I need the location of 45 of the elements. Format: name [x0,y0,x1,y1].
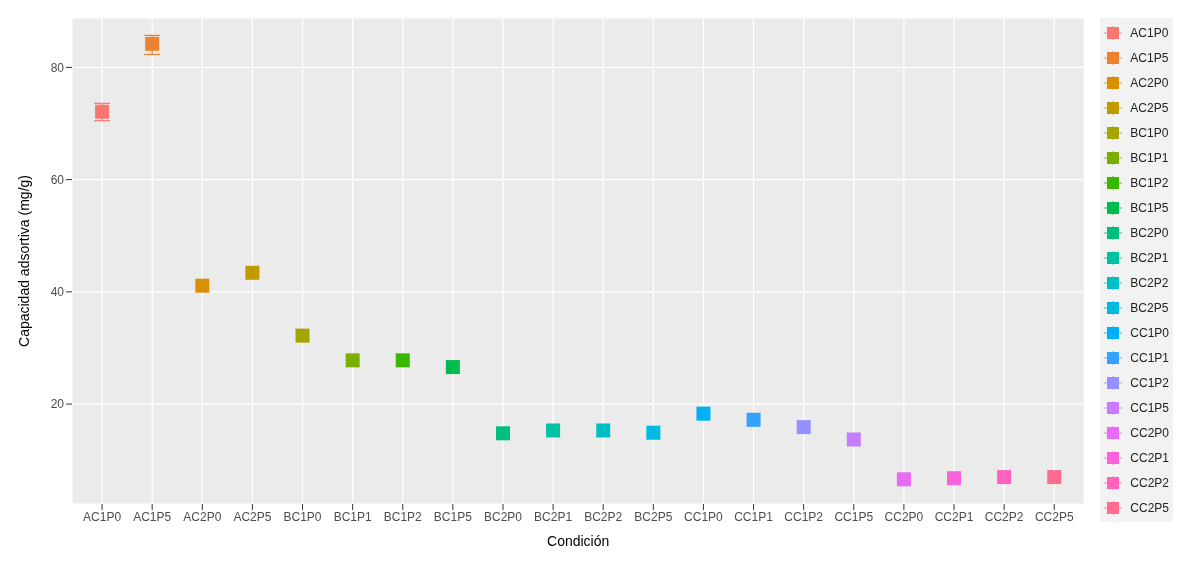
legend-label: BC2P1 [1130,250,1169,265]
x-tick-label: CC2P2 [984,509,1024,524]
x-tick-label: AC2P5 [233,509,272,524]
x-tick-label: CC1P5 [834,509,874,524]
legend-label: AC2P0 [1130,75,1169,90]
x-tick-label: BC1P1 [333,509,372,524]
x-tick-label: BC2P2 [584,509,623,524]
legend-label: CC1P5 [1130,400,1169,415]
legend-label: BC2P5 [1130,300,1169,315]
y-tick-label: 20 [50,397,65,412]
legend-label: CC2P1 [1130,450,1169,465]
x-axis-title: Condición [547,533,610,549]
legend-label: AC1P0 [1130,25,1169,40]
x-tick-label: BC1P0 [283,509,322,524]
legend-label: AC1P5 [1130,50,1169,65]
x-tick-label: BC1P2 [383,509,423,524]
legend-label: AC2P5 [1130,100,1169,115]
x-tick-label: CC2P1 [934,509,974,524]
legend-label: BC2P0 [1130,225,1169,240]
legend-label: CC1P0 [1130,325,1169,340]
y-tick-label: 80 [50,60,65,75]
x-tick-label: BC2P5 [634,509,673,524]
x-tick-label: AC1P5 [133,509,172,524]
x-tick-label: AC1P0 [83,509,122,524]
x-tick-label: CC1P2 [784,509,824,524]
y-axis-title: Capacidad adsortiva (mg/g) [15,175,32,347]
x-tick-label: CC2P0 [884,509,924,524]
legend-label: BC1P2 [1130,175,1169,190]
legend-label: BC1P1 [1130,150,1169,165]
x-tick-label: CC2P5 [1034,509,1074,524]
y-tick-label: 40 [50,285,65,300]
legend-label: CC1P1 [1130,350,1169,365]
legend-label: BC1P5 [1130,200,1169,215]
legend-label: CC2P2 [1130,475,1169,490]
legend-label: CC1P2 [1130,375,1169,390]
x-tick-label: CC1P1 [734,509,774,524]
x-tick-label: BC2P0 [483,509,523,524]
x-tick-label: CC1P0 [684,509,724,524]
x-tick-label: BC2P1 [534,509,573,524]
y-tick-label: 60 [50,172,65,187]
legend-label: BC2P2 [1130,275,1169,290]
x-tick-label: BC1P5 [433,509,473,524]
legend-label: CC2P0 [1130,425,1169,440]
x-tick-label: AC2P0 [183,509,222,524]
legend-label: BC1P0 [1130,125,1169,140]
